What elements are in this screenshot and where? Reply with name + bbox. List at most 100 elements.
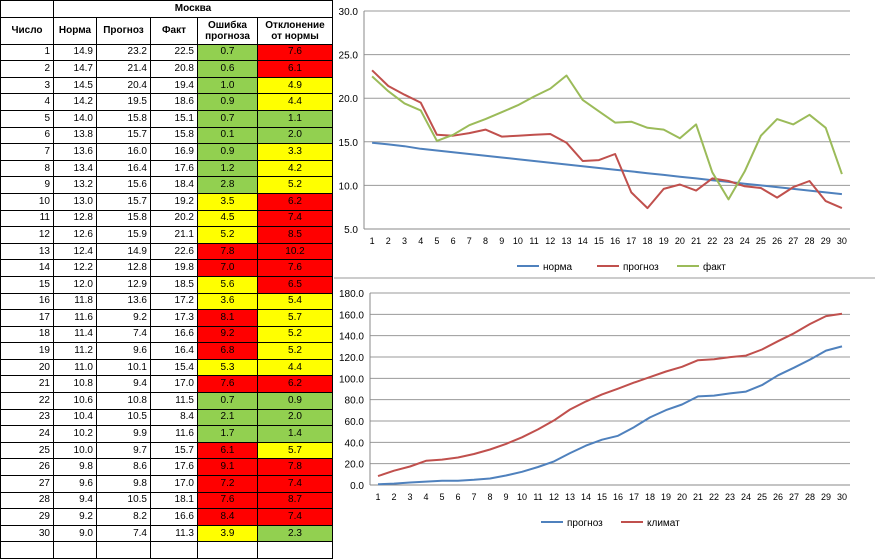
x-tick-label: 9 xyxy=(499,236,504,246)
cell-day: 8 xyxy=(0,159,54,178)
cell-forecast: 13.6 xyxy=(96,292,151,311)
x-tick-label: 14 xyxy=(578,236,588,246)
x-tick-label: 21 xyxy=(693,492,703,502)
x-tick-label: 15 xyxy=(597,492,607,502)
x-tick-label: 4 xyxy=(418,236,423,246)
cell-norm: 10.4 xyxy=(53,408,97,427)
temperature-chart: 5.010.015.020.025.030.01 2 3 4 5 6 7 8 9 10 11 12 13… xyxy=(339,7,850,273)
x-tick-label: 27 xyxy=(788,236,798,246)
cell-day: 18 xyxy=(0,325,54,344)
x-tick-label: 28 xyxy=(804,236,814,246)
cell-deviation: 5.7 xyxy=(256,309,334,327)
x-tick-label: 1 xyxy=(370,236,375,246)
cell-error: 4.5 xyxy=(197,209,258,228)
x-tick-label: 19 xyxy=(661,492,671,502)
cell-norm: 14.5 xyxy=(53,76,97,95)
table-row: 2 14.7 21.4 20.8 0.6 6.1 xyxy=(0,60,334,78)
cell-error: 9.2 xyxy=(197,325,258,344)
cell-error: 7.6 xyxy=(197,491,258,510)
cell-forecast: 20.4 xyxy=(96,76,151,95)
cell-norm: 10.6 xyxy=(53,392,97,410)
table-row: 20 11.0 10.1 15.4 5.3 4.4 xyxy=(0,358,334,377)
cell-error: 2.1 xyxy=(197,408,258,427)
cell-fact: 15.1 xyxy=(150,109,198,128)
cell-forecast: 15.6 xyxy=(96,176,151,194)
cell-deviation: 1.1 xyxy=(256,109,334,128)
cell-day: 17 xyxy=(0,309,54,327)
series-line-норма xyxy=(371,141,843,196)
x-tick-label: 8 xyxy=(487,492,492,502)
x-tick-label: 5 xyxy=(439,492,444,502)
cell-error: 7.2 xyxy=(197,475,258,493)
cell-norm: 14.0 xyxy=(53,109,97,128)
x-tick-label: 17 xyxy=(629,492,639,502)
cell-fact: 17.0 xyxy=(150,475,198,493)
header-deviation: Отклонение от нормы xyxy=(256,16,334,45)
cell-deviation: 7.4 xyxy=(256,508,334,526)
table-row: 11 12.8 15.8 20.2 4.5 7.4 xyxy=(0,209,334,228)
cell-day: 23 xyxy=(0,408,54,427)
cell-day: 19 xyxy=(0,342,54,360)
cell-error: 1.7 xyxy=(197,425,258,443)
cell-norm: 10.8 xyxy=(53,375,97,394)
cell-day: 15 xyxy=(0,275,54,294)
cell-deviation: 5.4 xyxy=(256,292,334,311)
cell-error: 0.9 xyxy=(197,143,258,161)
cell-norm: 11.8 xyxy=(53,292,97,311)
cell-deviation: 7.4 xyxy=(256,475,334,493)
header-error-line1: Ошибка xyxy=(207,19,247,31)
table-row: 23 10.4 10.5 8.4 2.1 2.0 xyxy=(0,408,334,427)
cell-fact: 17.6 xyxy=(150,458,198,477)
cell-fact: 18.1 xyxy=(150,491,198,510)
cell-error: 8.1 xyxy=(197,309,258,327)
cell-forecast: 15.9 xyxy=(96,226,151,244)
cell-norm: 11.4 xyxy=(53,325,97,344)
cell-deviation: 4.9 xyxy=(256,76,334,95)
cell-fact: 20.2 xyxy=(150,209,198,228)
x-tick-label: 13 xyxy=(561,236,571,246)
x-tick-label: 22 xyxy=(707,236,717,246)
legend-label: климат xyxy=(647,518,680,529)
cell-fact: 17.3 xyxy=(150,309,198,327)
cell-fact: 16.9 xyxy=(150,143,198,161)
x-tick-label: 11 xyxy=(533,492,542,502)
cell-fact: 22.5 xyxy=(150,43,198,62)
x-tick-label: 23 xyxy=(723,236,733,246)
cell-fact: 17.0 xyxy=(150,375,198,394)
cell-deviation: 7.8 xyxy=(256,458,334,477)
empty-row xyxy=(0,541,334,559)
cell-error: 5.6 xyxy=(197,275,258,294)
cell-deviation: 4.4 xyxy=(256,358,334,377)
x-tick-label: 12 xyxy=(549,492,559,502)
cell-forecast: 16.4 xyxy=(96,159,151,178)
cell-day: 27 xyxy=(0,475,54,493)
cell-fact: 16.6 xyxy=(150,325,198,344)
cell-norm: 11.0 xyxy=(53,358,97,377)
cell-deviation: 2.0 xyxy=(256,126,334,145)
y-tick-label: 80.0 xyxy=(345,396,365,407)
x-tick-label: 16 xyxy=(610,236,620,246)
cell-norm: 12.8 xyxy=(53,209,97,228)
header-deviation-line2: от нормы xyxy=(271,30,319,42)
cell-deviation: 2.0 xyxy=(256,408,334,427)
table-row: 21 10.8 9.4 17.0 7.6 6.2 xyxy=(0,375,334,394)
cell-norm: 13.2 xyxy=(53,176,97,194)
cell-fact: 16.6 xyxy=(150,508,198,526)
cell-forecast: 15.7 xyxy=(96,126,151,145)
chart-divider xyxy=(334,277,875,279)
x-tick-label: 24 xyxy=(741,492,751,502)
cell-error: 1.0 xyxy=(197,76,258,95)
y-tick-label: 25.0 xyxy=(339,51,359,62)
cell-day: 7 xyxy=(0,143,54,161)
cell-deviation: 7.4 xyxy=(256,209,334,228)
cell-error: 0.7 xyxy=(197,392,258,410)
x-tick-label: 15 xyxy=(594,236,604,246)
x-tick-label: 28 xyxy=(805,492,815,502)
cell-deviation: 5.2 xyxy=(256,325,334,344)
cell-forecast: 12.9 xyxy=(96,275,151,294)
cell-error: 5.3 xyxy=(197,358,258,377)
x-tick-label: 8 xyxy=(483,236,488,246)
cell-error: 1.2 xyxy=(197,159,258,178)
cell-deviation: 6.1 xyxy=(256,60,334,78)
y-tick-label: 30.0 xyxy=(339,7,359,18)
